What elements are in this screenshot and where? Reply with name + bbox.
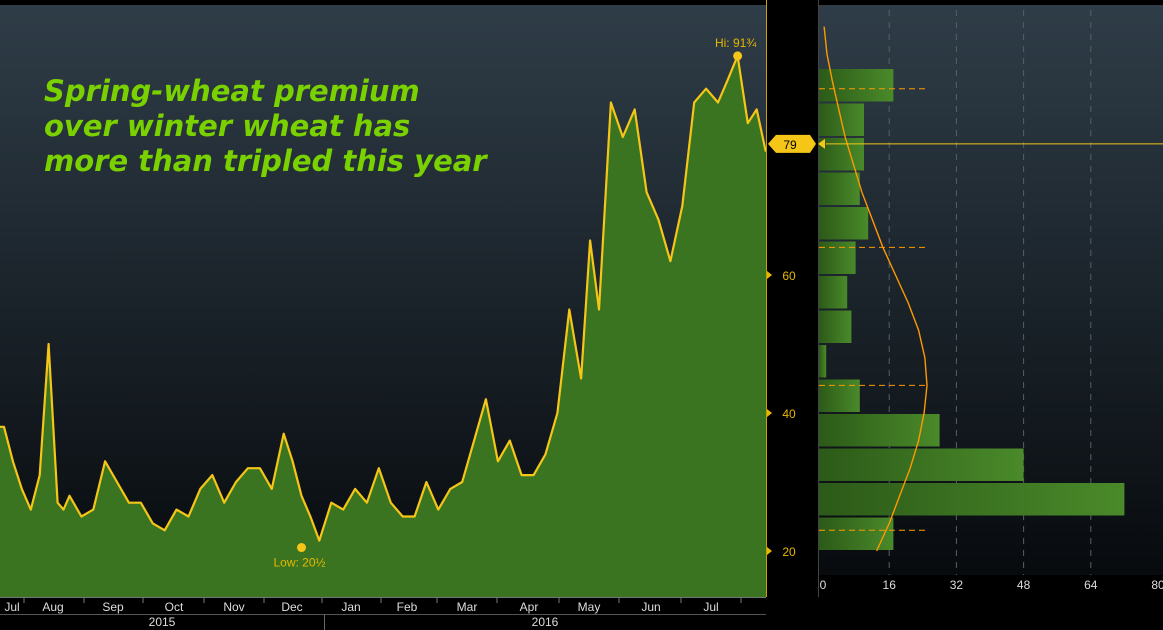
histogram-bar — [819, 448, 1024, 481]
x-tick-label: Jun — [641, 600, 660, 614]
x-tick-label: Nov — [223, 600, 244, 614]
histogram-bar — [819, 138, 864, 171]
low-label: Low: 20½ — [273, 556, 325, 570]
high-label: Hi: 91¾ — [715, 36, 757, 50]
hist-x-tick-label: 48 — [1017, 578, 1031, 592]
histogram-bar — [819, 310, 852, 343]
y-tick-label: 40 — [782, 407, 796, 421]
x-tick-label: Aug — [42, 600, 63, 614]
x-tick-label: Jul — [4, 600, 19, 614]
year-label: 2016 — [532, 615, 559, 629]
y-tick-mark — [767, 271, 772, 279]
y-tick-mark — [767, 409, 772, 417]
x-tick-label: Oct — [165, 600, 184, 614]
x-tick-label: Apr — [520, 600, 539, 614]
hist-x-tick-label: 16 — [883, 578, 897, 592]
histogram-bar — [819, 172, 860, 205]
hist-x-tick-label: 64 — [1084, 578, 1098, 592]
low-marker — [297, 543, 306, 553]
annotation-line-3: more than tripled this year — [44, 144, 488, 178]
price-area-series — [0, 54, 782, 597]
price-line — [0, 54, 782, 542]
histogram-bar — [819, 414, 940, 447]
hist-x-tick-label: 80 — [1151, 578, 1163, 592]
chart-overlays: Hi: 91¾ Low: 20½ — [273, 36, 1163, 570]
hist-axis-band — [818, 575, 1163, 595]
histogram-bars: 0 16 32 48 64 80 — [818, 0, 1163, 597]
histogram-bar — [819, 69, 894, 102]
x-tick-label: Feb — [397, 600, 418, 614]
x-tick-label: Dec — [281, 600, 302, 614]
current-value-label: 79 — [783, 138, 797, 152]
y-tick-mark — [767, 547, 772, 555]
x-tick-label: Sep — [102, 600, 124, 614]
hist-x-tick-label: 0 — [820, 578, 827, 592]
y-tick-label: 60 — [782, 269, 796, 283]
histogram-bar — [819, 483, 1125, 516]
high-marker — [733, 51, 743, 61]
x-tick-label: Jul — [703, 600, 718, 614]
current-value-pointer — [818, 138, 825, 149]
histogram-bar — [819, 345, 827, 378]
x-tick-label: Mar — [457, 600, 478, 614]
annotation-line-2: over winter wheat has — [44, 109, 410, 143]
histogram-bar — [819, 379, 860, 412]
axes: 20 40 60 79 Jul Aug Sep Oct Nov Dec Jan Feb Mar Apr Ma… — [0, 0, 818, 630]
x-tick-label: May — [578, 600, 601, 614]
y-tick-label: 20 — [782, 545, 796, 559]
current-value-badge — [768, 134, 816, 153]
year-label: 2015 — [149, 615, 176, 629]
x-tick-label: Jan — [341, 600, 360, 614]
hist-x-tick-label: 32 — [950, 578, 964, 592]
distribution-curve — [823, 26, 928, 552]
y-axis-band — [766, 0, 818, 597]
histogram-bar — [819, 241, 856, 274]
area-fill — [0, 55, 781, 597]
annotation-line-1: Spring-wheat premium — [44, 74, 420, 108]
histogram-bar — [819, 517, 894, 550]
x-axis-band — [0, 597, 818, 630]
histogram-bar — [819, 207, 869, 240]
histogram-bar — [819, 276, 848, 309]
